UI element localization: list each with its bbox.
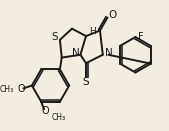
Text: S: S xyxy=(83,77,89,87)
Text: O: O xyxy=(108,10,116,20)
Text: CH₃: CH₃ xyxy=(0,85,14,94)
Text: O: O xyxy=(18,84,26,94)
Text: H: H xyxy=(89,27,96,36)
Text: F: F xyxy=(138,32,144,42)
Text: N: N xyxy=(72,48,80,58)
Text: S: S xyxy=(51,32,58,42)
Text: CH₃: CH₃ xyxy=(52,113,66,122)
Text: N: N xyxy=(104,48,112,58)
Text: O: O xyxy=(41,106,49,116)
